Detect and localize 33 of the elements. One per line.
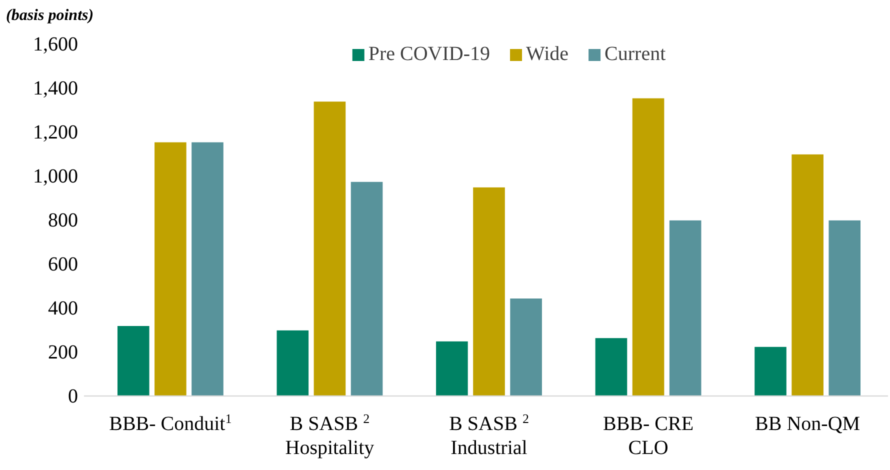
y-tick-label: 1,200 (33, 121, 78, 144)
bar (668, 220, 702, 396)
y-tick-label: 1,000 (33, 165, 78, 188)
bar (313, 100, 346, 396)
x-tick-label: B SASB $^{2}$ Hospitality (285, 410, 374, 459)
bar (190, 142, 224, 396)
legend-label: Wide (526, 43, 569, 65)
bar (790, 154, 824, 396)
bar (754, 346, 788, 396)
x-tick-label: BBB- CRE CLO (602, 413, 694, 459)
x-tick-label: BB Non-QM (755, 413, 860, 435)
y-tick-label: 200 (48, 341, 78, 364)
bar (276, 330, 310, 396)
y-tick-label: 400 (48, 297, 78, 320)
y-tick-label: 0 (68, 385, 78, 408)
bar (594, 337, 628, 396)
bar (828, 220, 862, 396)
bar (509, 298, 543, 396)
bar (632, 98, 665, 396)
bar (472, 186, 506, 396)
legend-label: Current (604, 43, 666, 65)
bar (116, 325, 150, 396)
y-tick-label: 800 (48, 209, 78, 232)
bar (435, 340, 469, 396)
bar (154, 142, 188, 396)
y-tick-label: 1,400 (33, 77, 78, 100)
x-tick-label: B SASB $^{2}$ Industrial (449, 410, 529, 459)
x-tick-label: BBB- Conduit$^{1}$ (109, 410, 232, 435)
y-tick-label: 600 (48, 253, 78, 276)
y-tick-label: 1,600 (33, 33, 78, 56)
y-axis-title: (basis points) (6, 7, 94, 24)
legend-label: Pre COVID-19 (368, 43, 490, 65)
bar (350, 181, 384, 396)
